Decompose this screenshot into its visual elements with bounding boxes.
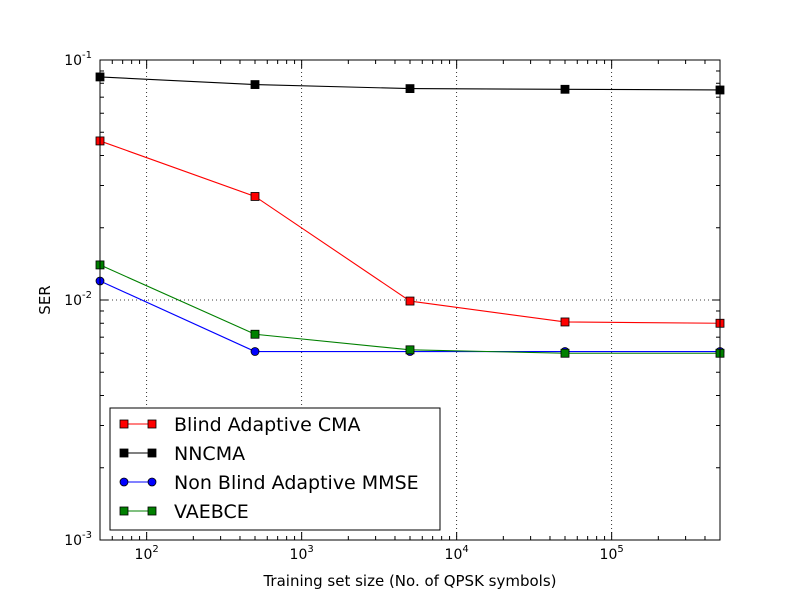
y-tick-label: 10-2 [64, 290, 92, 309]
legend-label: NNCMA [174, 443, 245, 465]
legend-item-blind-adaptive-cma: Blind Adaptive CMA [119, 414, 361, 436]
legend-marker [147, 448, 157, 458]
legend-items: Blind Adaptive CMA NNCMA Non Blind Adaptiv… [119, 414, 419, 523]
legend: Blind Adaptive CMA NNCMA Non Blind Adaptiv… [109, 407, 441, 531]
data-point [560, 348, 570, 358]
data-point [250, 347, 260, 356]
legend-item-vaebce: VAEBCE [119, 501, 249, 523]
legend-marker [119, 448, 129, 458]
data-point [250, 80, 260, 89]
legend-label: Non Blind Adaptive MMSE [174, 472, 419, 494]
x-axis-label: Training set size (No. of QPSK symbols) [262, 572, 556, 590]
legend-marker [119, 506, 129, 516]
x-tick-label: 104 [445, 544, 469, 563]
axis-ticks: 102 103 104 105 10-1 10-2 10-3 [64, 50, 720, 563]
legend-item-nncma: NNCMA [119, 443, 245, 465]
y-tick-label: 10-3 [64, 530, 92, 549]
x-tick-label: 102 [135, 544, 159, 563]
data-point [250, 329, 260, 339]
legend-marker [147, 506, 157, 516]
y-tick-label: 10-1 [64, 50, 92, 69]
data-point [560, 317, 570, 327]
data-point [250, 192, 260, 201]
legend-marker [119, 419, 129, 429]
legend-item-non-blind-adaptive-mmse: Non Blind Adaptive MMSE [119, 472, 419, 494]
minor-ticks [99, 60, 721, 540]
y-axis-label: SER [36, 285, 54, 314]
data-point [405, 84, 415, 94]
data-point [405, 345, 415, 355]
legend-box [109, 407, 441, 531]
x-tick-label: 103 [290, 544, 314, 563]
legend-label: VAEBCE [174, 501, 249, 523]
legend-label: Blind Adaptive CMA [174, 414, 361, 436]
data-point [560, 84, 570, 94]
data-point [405, 296, 415, 306]
legend-marker [147, 419, 157, 429]
x-tick-label: 105 [600, 544, 624, 563]
legend-marker [119, 477, 129, 487]
legend-marker [147, 477, 157, 487]
